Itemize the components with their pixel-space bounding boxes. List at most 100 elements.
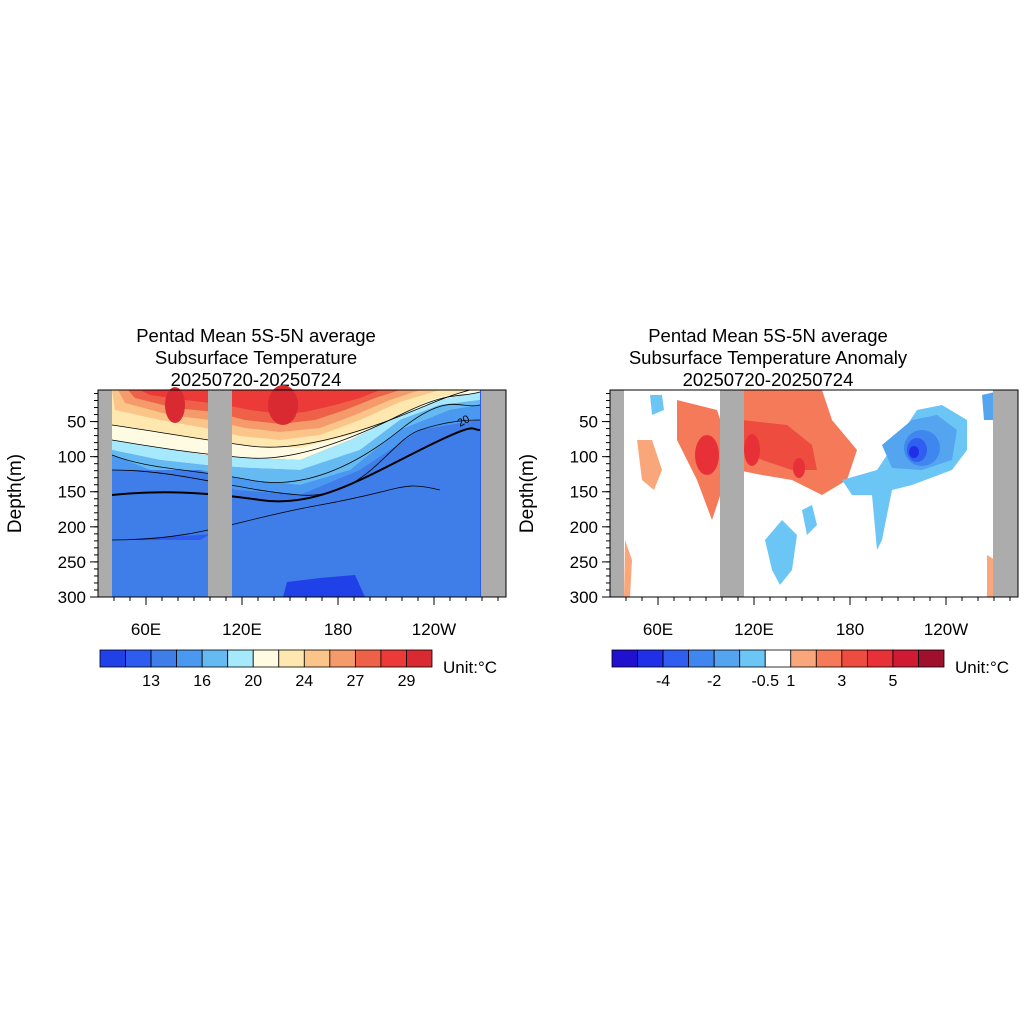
contour-line: [111, 389, 471, 448]
y-tick-label: 300: [570, 588, 598, 607]
cold-core: [909, 446, 919, 458]
colorbar: 13 16 20 24 27 29: [99, 649, 433, 690]
axes: 50 100 150 200 250 300 60E 120E 180 120W Depth(m): [517, 389, 1019, 639]
y-tick-label: 50: [67, 413, 86, 432]
title-line-3: 20250720-20250724: [682, 369, 854, 390]
x-tick-label: 120E: [734, 620, 774, 639]
colorbar-label: 27: [346, 673, 364, 690]
contour-line: [111, 485, 441, 541]
warm-anomaly: [637, 440, 662, 490]
colorbar-swatch: [637, 649, 664, 668]
colorbar-label: 16: [193, 673, 211, 690]
cold-anomaly: [650, 395, 664, 415]
x-tick-label: 60E: [643, 620, 673, 639]
title-line-1: Pentad Mean 5S-5N average: [648, 325, 888, 346]
colorbar-swatch: [866, 649, 894, 668]
colorbar-swatch: [790, 649, 817, 668]
unit-label: Unit:°C: [955, 658, 1010, 677]
title-line-2: Subsurface Temperature Anomaly: [628, 347, 908, 368]
x-tick-label: 120W: [412, 620, 456, 639]
band-13b: [112, 420, 480, 597]
colorbar-label: -4: [656, 673, 670, 690]
colorbar-label: 24: [295, 673, 313, 690]
colorbar-label: 29: [398, 673, 416, 690]
colorbar-swatch: [892, 649, 919, 668]
warm-core: [744, 434, 760, 466]
colorbar-label: 13: [142, 673, 160, 690]
y-tick-label: 300: [58, 588, 86, 607]
x-tick-label: 120E: [222, 620, 262, 639]
land-mask: [993, 390, 1018, 597]
y-tick-label: 150: [570, 483, 598, 502]
core-max: [268, 385, 298, 425]
cold-anomaly: [765, 520, 797, 585]
x-tick-label: 180: [836, 620, 864, 639]
contour-line: [111, 391, 481, 459]
title-line-1: Pentad Mean 5S-5N average: [136, 325, 376, 346]
temperature-panel: Pentad Mean 5S-5N average Subsurface Tem…: [0, 325, 512, 690]
colorbar-label: 1: [786, 673, 795, 690]
y-tick-label: 100: [570, 448, 598, 467]
band-16: [112, 405, 480, 495]
core-max-west: [165, 387, 185, 423]
colorbar-swatch: [303, 649, 331, 668]
colorbar-swatch: [688, 649, 715, 668]
axes: 50 100 150 200 250 300 60E 120E 180 120W Depth(m): [5, 389, 507, 639]
colorbar-swatch: [380, 649, 407, 668]
contour-label: 20: [456, 413, 473, 430]
y-axis-label: Depth(m): [5, 454, 26, 533]
colorbar-label: 20: [244, 673, 262, 690]
colorbar-swatch: [150, 649, 178, 668]
y-tick-label: 150: [58, 483, 86, 502]
colorbar-swatch: [227, 649, 254, 668]
colorbar-swatch: [611, 649, 638, 668]
land-mask: [720, 390, 744, 597]
colorbar-swatch: [329, 649, 356, 668]
y-tick-label: 50: [579, 413, 598, 432]
colorbar-label: -0.5: [751, 673, 779, 690]
title-line-3: 20250720-20250724: [170, 369, 342, 390]
y-tick-label: 250: [570, 553, 598, 572]
chart-title: Pentad Mean 5S-5N average Subsurface Tem…: [0, 325, 512, 391]
colorbar-swatch: [918, 649, 945, 668]
plot-frame: [97, 389, 507, 598]
band-warm-edge: [112, 392, 480, 470]
colorbar-swatch: [406, 649, 433, 668]
colorbar-swatch: [739, 649, 766, 668]
y-tick-label: 250: [58, 553, 86, 572]
x-tick-label: 60E: [131, 620, 161, 639]
plot-frame: [609, 389, 1019, 598]
chart-title: Pentad Mean 5S-5N average Subsurface Tem…: [512, 325, 1024, 391]
colorbar-swatch: [201, 649, 229, 668]
y-axis-label: Depth(m): [517, 454, 538, 533]
contour-line: [111, 403, 481, 483]
deep-min: [283, 575, 365, 597]
anomaly-panel: Pentad Mean 5S-5N average Subsurface Tem…: [512, 0, 1024, 1024]
colorbar-swatch: [662, 649, 690, 668]
colorbar-swatch: [815, 649, 843, 668]
colorbar-swatch: [764, 649, 792, 668]
band-29: [140, 390, 380, 414]
colorbar-swatch: [125, 649, 152, 668]
colorbar-label: 3: [837, 673, 846, 690]
contour-field: 20: [98, 385, 506, 597]
land-mask: [208, 390, 232, 597]
y-tick-label: 200: [570, 518, 598, 537]
colorbar-swatch: [99, 649, 126, 668]
y-tick-label: 200: [58, 518, 86, 537]
warm-core: [695, 435, 719, 475]
x-tick-label: 120W: [924, 620, 968, 639]
warm-anomaly: [624, 540, 632, 597]
band-13: [112, 480, 480, 597]
colorbar-swatch: [841, 649, 868, 668]
warm-anomaly: [742, 420, 817, 470]
warm-core: [793, 458, 805, 478]
cold-anomaly: [982, 392, 995, 420]
land-mask: [610, 390, 624, 597]
colorbar-swatch: [278, 649, 305, 668]
unit-label: Unit:°C: [443, 658, 498, 677]
contour-20-line: [111, 427, 481, 503]
band-20: [112, 400, 480, 485]
colorbar-label: 5: [888, 673, 897, 690]
land-mask: [98, 390, 112, 597]
